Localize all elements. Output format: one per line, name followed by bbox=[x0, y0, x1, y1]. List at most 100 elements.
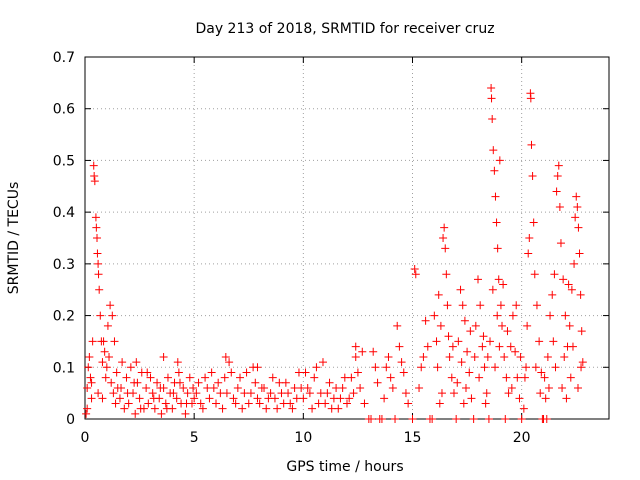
data-point bbox=[233, 383, 242, 392]
data-point bbox=[353, 368, 362, 377]
data-point bbox=[577, 327, 586, 336]
data-point bbox=[555, 202, 564, 211]
data-point bbox=[182, 399, 191, 408]
data-point bbox=[471, 321, 480, 330]
x-tick-label: 10 bbox=[294, 430, 312, 446]
y-tick-label: 0.7 bbox=[53, 50, 75, 66]
data-point bbox=[111, 399, 120, 408]
data-point bbox=[142, 383, 151, 392]
x-tick-label: 5 bbox=[190, 430, 199, 446]
data-point bbox=[159, 352, 168, 361]
data-point bbox=[410, 265, 419, 274]
data-point bbox=[578, 358, 587, 367]
data-point bbox=[466, 327, 475, 336]
data-point bbox=[284, 389, 293, 398]
data-point bbox=[391, 415, 400, 423]
data-point bbox=[255, 399, 264, 408]
data-point bbox=[161, 399, 170, 408]
data-point bbox=[436, 321, 445, 330]
data-point bbox=[469, 415, 478, 423]
data-point bbox=[174, 368, 183, 377]
data-point bbox=[480, 363, 489, 372]
data-point bbox=[487, 94, 496, 103]
data-point bbox=[101, 373, 110, 382]
data-point bbox=[118, 358, 127, 367]
data-point bbox=[544, 383, 553, 392]
data-point bbox=[435, 399, 444, 408]
data-point bbox=[527, 140, 536, 149]
data-point bbox=[494, 275, 503, 284]
data-point bbox=[549, 337, 558, 346]
data-point bbox=[478, 342, 487, 351]
data-point bbox=[146, 373, 155, 382]
data-point bbox=[573, 202, 582, 211]
data-point bbox=[253, 363, 262, 372]
data-point bbox=[90, 177, 99, 186]
data-point bbox=[491, 192, 500, 201]
data-point bbox=[310, 373, 319, 382]
x-axis-label: GPS time / hours bbox=[286, 459, 403, 475]
data-point bbox=[189, 383, 198, 392]
data-point bbox=[318, 358, 327, 367]
chart-title: Day 213 of 2018, SRMTID for receiver cru… bbox=[195, 21, 494, 37]
y-tick-label: 0.6 bbox=[53, 102, 75, 118]
data-point bbox=[143, 368, 152, 377]
data-point bbox=[456, 285, 465, 294]
data-point bbox=[89, 161, 98, 170]
data-point bbox=[503, 327, 512, 336]
data-point bbox=[487, 84, 496, 93]
data-point bbox=[543, 352, 552, 361]
data-point bbox=[312, 363, 321, 372]
data-point bbox=[98, 358, 107, 367]
data-point bbox=[201, 373, 210, 382]
data-point bbox=[512, 301, 521, 310]
data-point bbox=[564, 280, 573, 289]
data-point bbox=[500, 352, 509, 361]
data-point bbox=[222, 389, 231, 398]
x-tick-label: 0 bbox=[81, 430, 90, 446]
data-point bbox=[194, 378, 203, 387]
data-point bbox=[87, 394, 96, 403]
data-point bbox=[474, 275, 482, 284]
data-point bbox=[522, 363, 531, 372]
data-point bbox=[356, 383, 365, 392]
data-point bbox=[492, 218, 501, 227]
x-tick-label: 20 bbox=[513, 430, 531, 446]
data-point bbox=[86, 373, 95, 382]
data-point bbox=[240, 389, 249, 398]
data-point bbox=[484, 415, 493, 423]
data-point bbox=[115, 394, 124, 403]
data-point bbox=[205, 394, 214, 403]
data-point bbox=[380, 394, 389, 403]
data-point bbox=[130, 378, 139, 387]
data-point bbox=[532, 301, 541, 310]
y-tick-label: 0.3 bbox=[53, 257, 75, 273]
data-point bbox=[530, 270, 539, 279]
data-point bbox=[349, 389, 358, 398]
data-point bbox=[541, 394, 550, 403]
data-point bbox=[386, 373, 395, 382]
y-tick-label: 0.4 bbox=[53, 205, 75, 221]
x-tick-label: 15 bbox=[404, 430, 422, 446]
data-point bbox=[122, 373, 131, 382]
data-point bbox=[570, 259, 579, 268]
data-point bbox=[343, 399, 351, 408]
data-point bbox=[373, 378, 382, 387]
data-point bbox=[214, 378, 223, 387]
data-point bbox=[327, 404, 336, 413]
data-point bbox=[442, 270, 451, 279]
data-point bbox=[511, 347, 520, 356]
data-point bbox=[351, 342, 360, 351]
data-point bbox=[105, 352, 114, 361]
data-point bbox=[524, 249, 533, 258]
data-point bbox=[102, 363, 111, 372]
data-point bbox=[513, 373, 522, 382]
data-point bbox=[489, 146, 498, 155]
data-point bbox=[92, 223, 101, 232]
data-point bbox=[231, 399, 240, 408]
data-point bbox=[103, 321, 112, 330]
data-point bbox=[84, 363, 93, 372]
data-point bbox=[332, 383, 341, 392]
data-point bbox=[273, 404, 282, 413]
data-point bbox=[179, 383, 188, 392]
